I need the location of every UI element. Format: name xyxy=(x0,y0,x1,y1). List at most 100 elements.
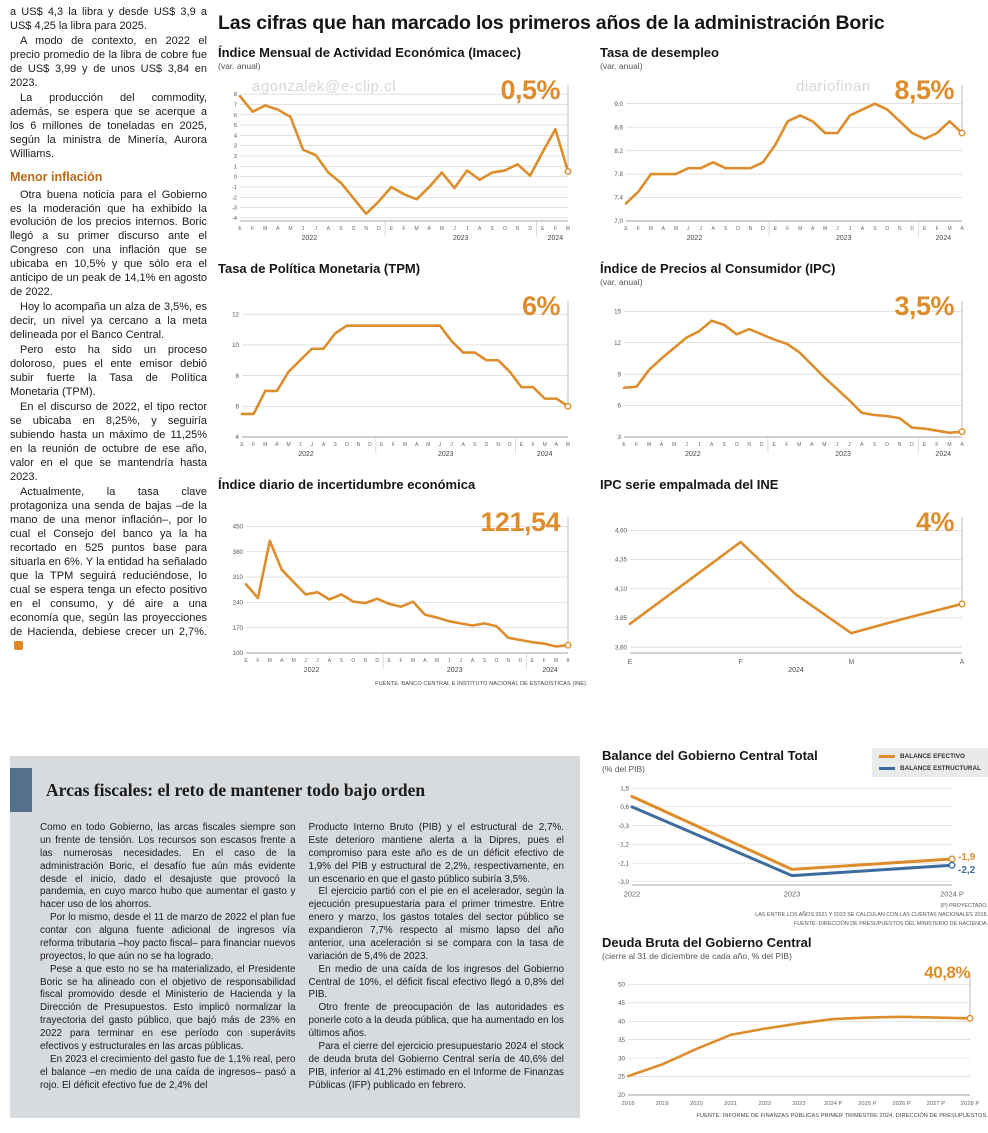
svg-text:M: M xyxy=(649,226,653,232)
svg-text:F: F xyxy=(543,658,546,664)
svg-text:J: J xyxy=(447,658,450,664)
svg-text:N: N xyxy=(749,226,753,232)
svg-text:O: O xyxy=(736,226,740,232)
svg-text:-2: -2 xyxy=(232,195,237,201)
legend-swatch-orange xyxy=(879,755,896,759)
svg-text:F: F xyxy=(936,226,939,232)
svg-text:E: E xyxy=(387,658,391,664)
svg-text:4,35: 4,35 xyxy=(615,557,628,564)
svg-text:D: D xyxy=(508,442,512,448)
svg-text:A: A xyxy=(660,442,664,448)
page-title: Las cifras que han marcado los primeros … xyxy=(218,12,885,34)
svg-text:E: E xyxy=(923,442,927,448)
svg-text:7,8: 7,8 xyxy=(614,171,623,178)
svg-text:25: 25 xyxy=(618,1074,625,1081)
svg-text:O: O xyxy=(885,226,889,232)
left-article-column: a US$ 4,3 la libra y desde US$ 3,9 a US$… xyxy=(10,6,207,655)
article-paragraph: Actualmente, la tasa clave protagoniza u… xyxy=(10,486,207,654)
svg-text:4: 4 xyxy=(234,133,238,139)
svg-text:F: F xyxy=(400,658,403,664)
svg-text:15: 15 xyxy=(614,308,621,315)
svg-text:A: A xyxy=(327,226,331,232)
chart-title: Balance del Gobierno Central Total xyxy=(602,748,818,763)
svg-text:E: E xyxy=(238,226,242,232)
chart-title: Índice de Precios al Consumidor (IPC) xyxy=(600,261,836,276)
svg-text:2022: 2022 xyxy=(298,451,314,458)
svg-text:2028 P: 2028 P xyxy=(961,1101,980,1107)
svg-text:M: M xyxy=(292,658,296,664)
svg-text:2024: 2024 xyxy=(788,667,804,674)
chart-title: Tasa de Política Monetaria (TPM) xyxy=(218,261,421,276)
svg-text:A: A xyxy=(471,658,475,664)
svg-text:3: 3 xyxy=(234,144,237,150)
uncertainty-callout: 121,54 xyxy=(480,507,560,537)
svg-text:N: N xyxy=(357,442,361,448)
svg-text:A: A xyxy=(276,226,280,232)
svg-text:2022: 2022 xyxy=(302,235,318,242)
title-accent-bar xyxy=(10,768,32,812)
svg-text:F: F xyxy=(554,226,557,232)
unemployment-callout: 8,5% xyxy=(894,75,954,105)
svg-text:A: A xyxy=(711,226,715,232)
svg-text:E: E xyxy=(390,226,394,232)
svg-text:E: E xyxy=(244,658,248,664)
chart-notes: (P) PROYECTADO. LAS ENTRE LOS AÑOS 2021 … xyxy=(602,902,988,929)
chart-subtitle: (var. anual) xyxy=(600,277,643,287)
svg-text:-3,0: -3,0 xyxy=(618,879,629,886)
end-of-article-marker-icon xyxy=(14,640,23,650)
svg-text:8: 8 xyxy=(234,92,237,98)
svg-text:E: E xyxy=(774,226,778,232)
svg-text:N: N xyxy=(496,442,500,448)
chart-card-balance: Balance del Gobierno Central Total (% de… xyxy=(602,748,988,929)
gross-debt-line-chart: 50 45 40 35 30 25 20 2018 2019 2020 2021 2022 2023 20… xyxy=(602,961,988,1111)
svg-text:A: A xyxy=(566,658,570,664)
svg-text:2018: 2018 xyxy=(622,1101,635,1107)
article-paragraph: Pero esto ha sido un proceso doloroso, p… xyxy=(10,344,207,399)
svg-text:M: M xyxy=(263,226,267,232)
svg-text:2023: 2023 xyxy=(453,235,469,242)
svg-text:F: F xyxy=(402,226,405,232)
svg-text:E: E xyxy=(240,442,244,448)
svg-text:D: D xyxy=(518,658,522,664)
svg-text:J: J xyxy=(836,226,839,232)
svg-text:2022: 2022 xyxy=(624,890,641,899)
svg-text:M: M xyxy=(554,658,558,664)
svg-text:J: J xyxy=(439,442,442,448)
tpm-callout: 6% xyxy=(521,291,561,321)
chart-note: FUENTE: DIRECCIÓN DE PRESUPUESTOS DEL MI… xyxy=(793,920,988,927)
svg-text:450: 450 xyxy=(233,524,244,531)
svg-text:M: M xyxy=(426,442,430,448)
svg-text:A: A xyxy=(860,442,864,448)
svg-text:J: J xyxy=(687,226,690,232)
svg-text:A: A xyxy=(861,226,865,232)
svg-text:J: J xyxy=(299,442,302,448)
svg-text:D: D xyxy=(368,442,372,448)
svg-text:M: M xyxy=(797,442,801,448)
chart-note: LAS ENTRE LOS AÑOS 2021 Y 2023 SE CALCUL… xyxy=(755,911,988,918)
svg-text:O: O xyxy=(345,442,349,448)
svg-text:D: D xyxy=(910,442,914,448)
svg-text:A: A xyxy=(428,226,432,232)
svg-text:-1,9: -1,9 xyxy=(958,852,976,863)
svg-text:J: J xyxy=(302,226,305,232)
chart-title: Tasa de desempleo xyxy=(600,45,719,60)
chart-title: IPC serie empalmada del INE xyxy=(600,477,779,492)
svg-text:380: 380 xyxy=(233,549,244,556)
svg-text:F: F xyxy=(392,442,395,448)
svg-text:D: D xyxy=(910,226,914,232)
svg-text:2019: 2019 xyxy=(656,1101,669,1107)
svg-text:4,60: 4,60 xyxy=(615,528,628,535)
svg-text:M: M xyxy=(848,659,854,666)
svg-text:M: M xyxy=(947,226,951,232)
uncertainty-line-chart: 450 380 310 240 170 100 E F M A M J J A S O N D E F M A M J J A S O… xyxy=(218,507,586,679)
svg-text:F: F xyxy=(785,442,788,448)
svg-text:M: M xyxy=(647,442,651,448)
svg-text:3,85: 3,85 xyxy=(615,615,628,622)
svg-text:F: F xyxy=(252,442,255,448)
svg-text:F: F xyxy=(251,226,254,232)
chart-subtitle: (cierre al 31 de diciembre de cada año, … xyxy=(602,950,792,961)
svg-text:E: E xyxy=(520,442,524,448)
svg-text:M: M xyxy=(286,442,290,448)
svg-text:2023: 2023 xyxy=(835,451,851,458)
legend-item-efectivo: BALANCE EFECTIVO xyxy=(879,751,981,763)
